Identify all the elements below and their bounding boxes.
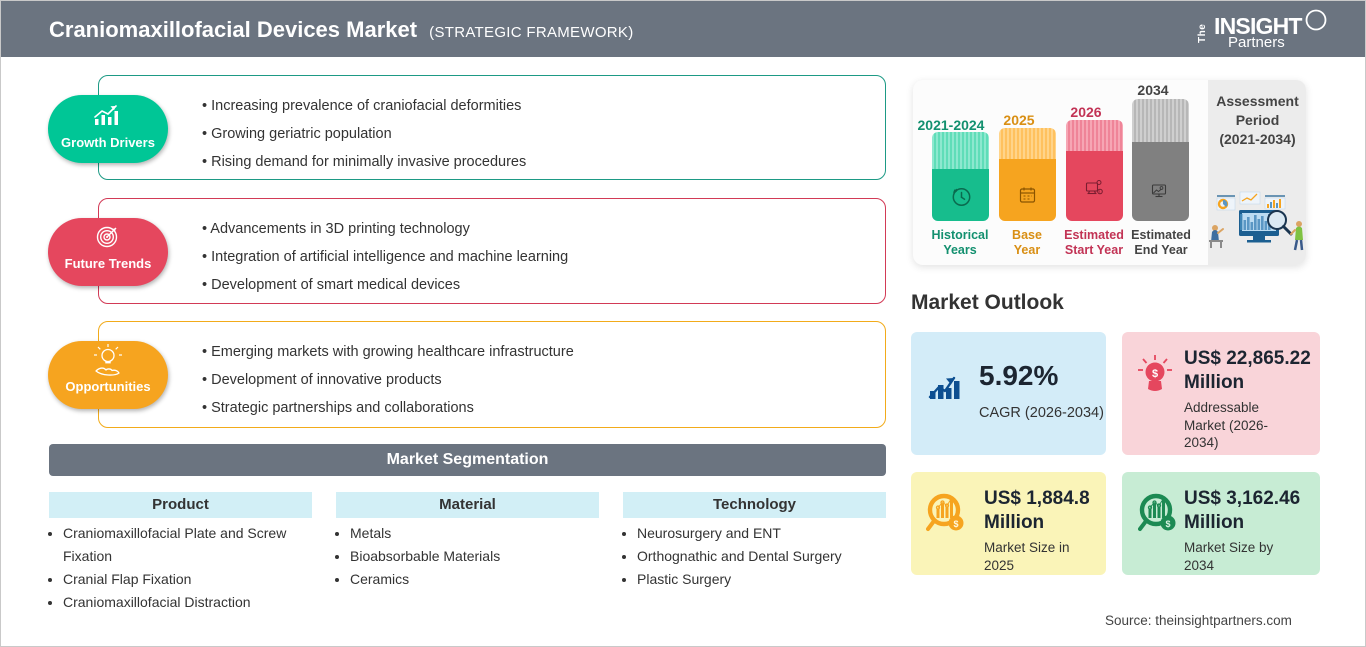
svg-text:The: The — [1197, 24, 1208, 43]
svg-text:$: $ — [1099, 189, 1101, 193]
svg-text:Partners: Partners — [1228, 34, 1285, 50]
svg-text:$: $ — [1165, 519, 1170, 529]
svg-text:$: $ — [953, 519, 958, 529]
svg-text:$: $ — [1152, 368, 1158, 380]
